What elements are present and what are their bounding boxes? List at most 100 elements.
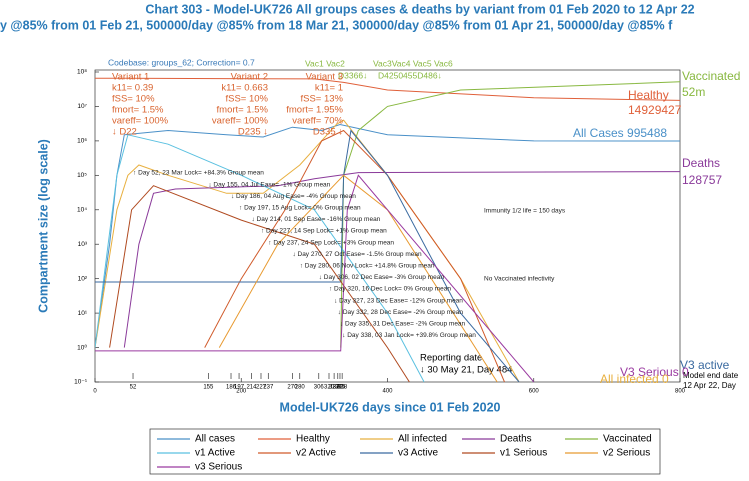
variant-info: D235 ↓ <box>238 127 268 138</box>
event-day-label: 237 <box>263 385 274 391</box>
end-value: 128757 <box>682 173 722 187</box>
x-tick-label: 0 <box>93 389 97 395</box>
event-day-label: 214 <box>246 385 257 391</box>
variant-info: fmort= 1.95% <box>286 105 343 116</box>
chart-title: Chart 303 - Model-UK726 All groups cases… <box>145 2 694 16</box>
variant-info: Variant 3 <box>306 72 343 83</box>
note: No Vaccinated infectivity <box>484 276 555 283</box>
event-annotation: ↑ Day 52, 23 Mar Lock= +84.3% Group mean <box>133 170 264 177</box>
x-tick-label: 600 <box>529 389 540 395</box>
legend-label: v1 Active <box>195 448 235 459</box>
end-label: All infected 0 <box>600 372 669 386</box>
y-tick-label: 10⁻¹ <box>74 379 88 386</box>
variant-info: vareff= 100% <box>212 116 269 127</box>
legend-label: v3 Serious <box>195 462 242 473</box>
variant-info: k11= 1 <box>315 83 343 94</box>
event-annotation: ↑ Day 280, 06 Nov Lock= +14.8% Group mea… <box>300 263 435 270</box>
y-tick-label: 10⁵ <box>77 172 87 179</box>
legend-label: v2 Active <box>296 448 336 459</box>
note: Reporting date <box>420 353 482 364</box>
legend-box <box>149 428 661 475</box>
variant-info: fSS= 13% <box>300 94 343 105</box>
legend-label: v3 Active <box>398 448 438 459</box>
x-axis-label: Model-UK726 days since 01 Feb 2020 <box>280 400 501 414</box>
event-annotation: ↑ Day 320, 16 Dec Lock= 0% Group mean <box>329 286 451 293</box>
variant-info: Variant 1 <box>112 72 149 83</box>
event-day-label: 338 <box>337 385 348 391</box>
event-annotation: ↓ Day 270, 27 Oct Ease= -1.5% Group mean <box>292 251 422 258</box>
end-label: Deaths <box>682 156 720 170</box>
note: Immunity 1/2 life = 150 days <box>484 208 566 215</box>
event-annotation: ↑ Day 237, 24 Sep Lock= +3% Group mean <box>268 239 394 246</box>
y-tick-label: 10⁶ <box>77 138 87 145</box>
variant-info: fSS= 10% <box>112 94 155 105</box>
variant-info: Variant 2 <box>231 72 268 83</box>
event-day-label: 327 <box>329 385 340 391</box>
y-tick-label: 10⁰ <box>77 343 87 351</box>
legend-label: All infected <box>398 434 447 445</box>
y-tick-label: 10⁷ <box>77 103 87 110</box>
end-value: 52m <box>682 85 705 99</box>
variant-info: fmort= 1.5% <box>217 105 269 116</box>
chart-subtitle: y @85% from 01 Feb 21, 500000/day @85% f… <box>0 18 673 32</box>
event-day-label: 280 <box>295 385 306 391</box>
event-day-label: 227 <box>256 385 267 391</box>
vaccine-label: Vac1 Vac2 <box>305 58 345 68</box>
event-annotation: ↓ Day 332, 28 Dec Ease= -2% Group mean <box>338 309 464 316</box>
event-day-label: 186 <box>226 385 237 391</box>
legend-label: Vaccinated <box>603 434 652 445</box>
end-label: V3 active <box>680 358 730 372</box>
y-tick-label: 10¹ <box>78 310 88 317</box>
end-label: V3 Serious 0 <box>620 365 689 379</box>
end-label: Vaccinated <box>682 69 740 83</box>
end-label: All Cases 995488 <box>573 126 667 140</box>
plot-lines <box>95 77 680 383</box>
series-line <box>218 174 498 383</box>
y-tick-label: 10² <box>78 275 88 282</box>
variant-info: k11= 0.39 <box>112 83 153 94</box>
series-line <box>109 185 410 383</box>
legend-label: Healthy <box>296 434 330 445</box>
y-axis-label: Compartment size (log scale) <box>36 139 50 313</box>
event-day-label: 320 <box>324 385 335 391</box>
series-line <box>123 171 680 348</box>
event-annotation: ↓ Day 306, 02 Dec Ease= -3% Group mean <box>319 274 445 281</box>
variant-info: k11= 0.663 <box>221 83 268 94</box>
vaccine-days: D3366↓ <box>338 70 367 80</box>
codebase-note: Codebase: groups_62; Correction= 0.7 <box>108 57 255 67</box>
event-annotation: ↓ Day 338, 03 Jan Lock= +39.8% Group mea… <box>342 332 476 339</box>
vaccine-days: D4250455D486↓ <box>378 70 442 80</box>
series-line <box>204 129 505 383</box>
event-day-label: 306 <box>314 385 325 391</box>
event-annotation: ↓ Day 327, 23 Dec Ease= -12% Group mean <box>334 297 463 304</box>
note: ↓ 30 May 21, Day 484 <box>420 365 512 376</box>
y-tick-label: 10⁸ <box>77 69 87 76</box>
x-tick-label: 200 <box>236 389 247 395</box>
x-tick-label: 800 <box>675 389 686 395</box>
legend-label: v1 Serious <box>500 448 547 459</box>
event-annotation: ↓ Day 155, 04 Jul Ease= -1% Group mean <box>208 181 330 188</box>
variant-info: D335 ↓ <box>313 127 343 138</box>
event-annotation: ↓ Day 214, 01 Sep Ease= -16% Group mean <box>251 216 380 223</box>
variant-info: ↓ D22 <box>112 127 137 138</box>
event-annotation: ↑ Day 197, 15 Aug Lock= 0% Group mean <box>239 205 361 212</box>
variant-info: vareff= 70% <box>292 116 343 127</box>
end-value: 14929427 <box>628 103 682 117</box>
event-day-label: 270 <box>287 385 298 391</box>
end-label: Healthy <box>628 88 669 102</box>
event-day-label: 155 <box>203 385 214 391</box>
note: Model end date <box>683 371 739 380</box>
variant-info: vareff= 100% <box>112 116 169 127</box>
event-day-label: 335 <box>335 385 346 391</box>
legend-label: v2 Serious <box>603 448 650 459</box>
legend-label: All cases <box>195 434 235 445</box>
x-tick-label: 400 <box>382 389 393 395</box>
series-line <box>95 77 680 101</box>
y-tick-label: 10⁴ <box>77 206 87 213</box>
series-line <box>95 134 425 383</box>
event-annotation: ↓ Day 335, 31 Dec Ease= -2% Group mean <box>340 321 466 328</box>
event-annotation: ↑ Day 227, 14 Sep Lock= +1% Group mean <box>261 228 387 235</box>
legend-label: Deaths <box>500 434 532 445</box>
variant-info: fSS= 10% <box>225 94 268 105</box>
